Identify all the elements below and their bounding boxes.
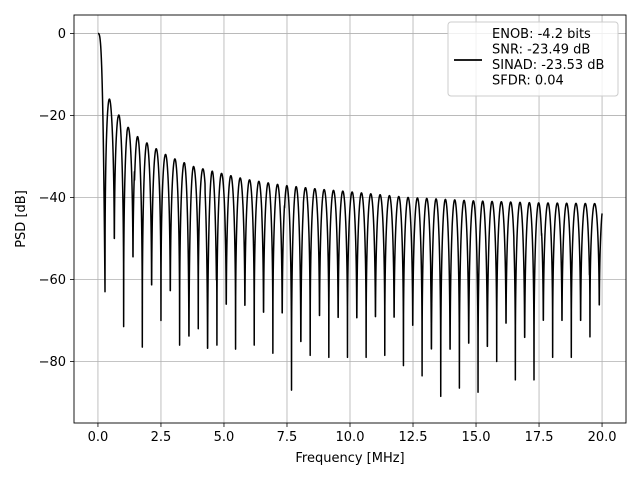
y-tick-label: −80 [39,355,66,370]
x-tick-label: 7.5 [277,430,298,445]
x-axis-label: Frequency [MHz] [295,451,404,466]
legend-box [447,21,619,97]
x-tick-label: 10.0 [336,430,365,445]
psd-series-line [97,32,603,398]
y-tick-label: −60 [39,273,66,288]
legend: ENOB: -4.2 bits SNR: -23.49 dB SINAD: -2… [447,21,619,97]
x-tick-label: 0.0 [88,430,109,445]
x-tick-label: 15.0 [462,430,491,445]
x-tick-label: 17.5 [525,430,554,445]
x-tick-label: 2.5 [151,430,172,445]
x-tick-label: 20.0 [588,430,617,445]
legend-snr: SNR: -23.49 dB [492,43,590,58]
legend-enob: ENOB: -4.2 bits [492,27,591,42]
legend-sinad: SINAD: -23.53 dB [492,58,604,73]
legend-sfdr: SFDR: 0.04 [492,74,564,89]
y-tick-label: −20 [39,109,66,124]
plot-area [97,32,603,398]
x-tick-label: 5.0 [214,430,235,445]
x-tick-label: 12.5 [399,430,428,445]
y-axis-label: PSD [dB] [14,190,29,248]
y-tick-label: −40 [39,191,66,206]
y-axis-ticks: 0 −20 −40 −60 −80 [39,27,74,370]
y-tick-label: 0 [58,27,66,42]
x-axis-ticks: 0.0 2.5 5.0 7.5 10.0 12.5 15.0 17.5 20.0 [88,423,617,445]
